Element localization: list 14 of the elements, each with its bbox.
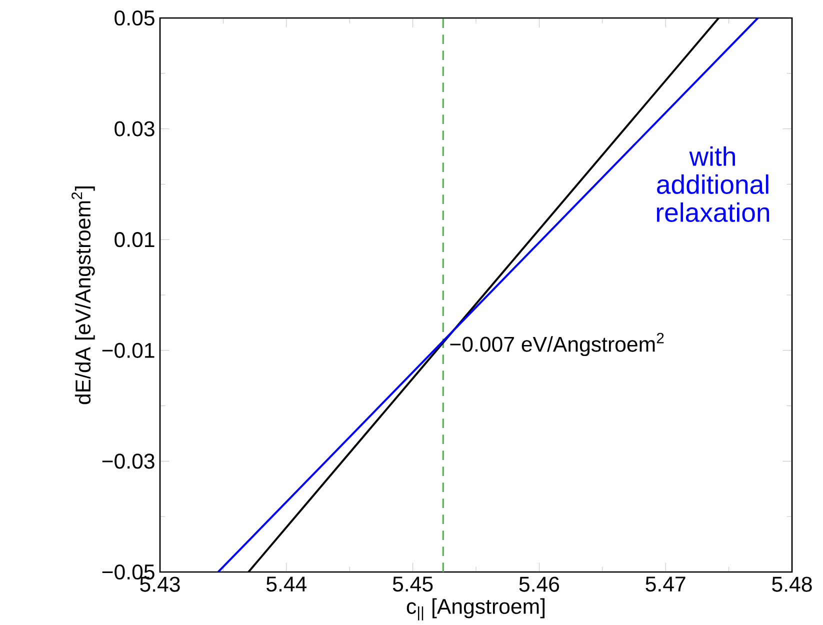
x-axis-title: c$_{||}$ [Angstroem] (406, 598, 544, 620)
y-axis-title: dE/dA [eV/Angstroem$^{2}$] (72, 186, 95, 404)
y-tick-label: −0.03 (102, 454, 154, 469)
y-tick-label: −0.01 (102, 342, 154, 358)
series-label: with additional relaxation (656, 146, 770, 222)
x-tick-label: 5.47 (646, 576, 686, 592)
x-tick-label: 5.45 (392, 576, 433, 592)
annotation: −0.007 eV/Angstroem$^{2}$ (450, 332, 664, 356)
x-tick-label: 5.48 (772, 576, 812, 592)
x-tick-label: 5.46 (519, 576, 560, 592)
y-tick-label: 0.05 (114, 10, 154, 26)
y-tick-label: 0.01 (114, 232, 154, 248)
x-tick-label: 5.44 (266, 576, 307, 592)
y-tick-label: 0.03 (114, 121, 154, 136)
